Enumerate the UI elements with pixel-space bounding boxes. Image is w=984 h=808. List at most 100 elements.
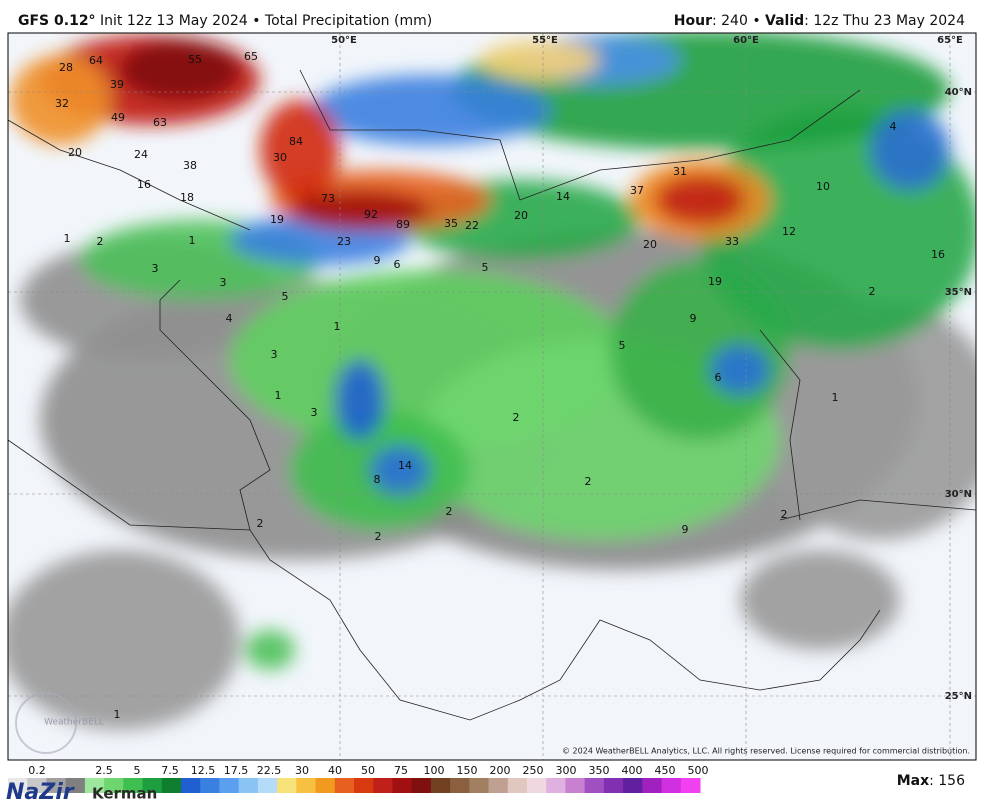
precip-value: 38	[183, 159, 197, 172]
colorbar-swatch	[65, 778, 86, 793]
copyright: © 2024 WeatherBELL Analytics, LLC. All r…	[562, 747, 970, 756]
hour-label: Hour	[674, 13, 712, 29]
colorbar-swatch	[354, 778, 374, 793]
watermark-ring	[15, 692, 77, 754]
precip-value: 9	[690, 312, 697, 325]
precip-value: 33	[725, 235, 739, 248]
max-label: Max	[897, 773, 929, 789]
colorbar-swatch	[84, 778, 105, 793]
precip-area	[260, 100, 340, 200]
colorbar-swatch	[373, 778, 393, 793]
colorbar-swatch	[469, 778, 490, 793]
colorbar-swatch	[200, 778, 220, 793]
header-valid: Hour: 240 • Valid: 12z Thu 23 May 2024	[674, 13, 965, 29]
logo-city: Kerman	[92, 785, 157, 803]
colorbar-swatch	[219, 778, 240, 793]
colorbar-swatch	[104, 778, 124, 793]
precip-value: 14	[556, 190, 570, 203]
precip-area	[710, 345, 770, 395]
graticule-label: 40°N	[945, 87, 972, 98]
colorbar-swatch	[450, 778, 470, 793]
colorbar-swatch	[623, 778, 643, 793]
legend-label: 100	[424, 764, 445, 777]
precip-value: 32	[55, 97, 69, 110]
run-info: Init 12z 13 May 2024 • Total Precipitati…	[100, 13, 432, 29]
precip-area	[370, 445, 430, 495]
precip-value: 1	[334, 320, 341, 333]
precip-value: 23	[337, 235, 351, 248]
precip-value: 14	[398, 459, 412, 472]
precip-value: 2	[781, 508, 788, 521]
colorbar-swatch	[257, 778, 278, 793]
precip-area	[740, 550, 900, 650]
colorbar-swatch	[161, 778, 182, 793]
precip-value: 37	[630, 184, 644, 197]
precip-value: 2	[513, 411, 520, 424]
graticule-label: 35°N	[945, 287, 972, 298]
precip-field	[8, 33, 976, 730]
graticule-label: 50°E	[331, 35, 357, 46]
legend-label: 400	[622, 764, 643, 777]
legend-label: 12.5	[191, 764, 216, 777]
precip-value: 6	[394, 258, 401, 271]
precip-area	[245, 630, 295, 670]
colorbar-swatch	[411, 778, 432, 793]
precip-value: 9	[682, 523, 689, 536]
colorbar-swatch	[507, 778, 528, 793]
precip-value: 5	[482, 261, 489, 274]
precip-value: 30	[273, 151, 287, 164]
precip-value: 20	[514, 209, 528, 222]
legend-label: 250	[523, 764, 544, 777]
model: GFS 0.12°	[18, 13, 96, 29]
precip-value: 10	[816, 180, 830, 193]
legend: 0.2 2.5 5 7.5 12.5 17.5 22.5 30 40 50 75 100 150 200 2…	[8, 764, 709, 793]
legend-label: 300	[556, 764, 577, 777]
colorbar-swatch	[546, 778, 566, 793]
precip-value: 20	[643, 238, 657, 251]
hour: : 240 •	[712, 13, 765, 29]
colorbar-swatch	[334, 778, 355, 793]
precip-value: 73	[321, 192, 335, 205]
legend-label: 200	[490, 764, 511, 777]
colorbar-swatch	[584, 778, 605, 793]
precip-value: 2	[446, 505, 453, 518]
precip-value: 24	[134, 148, 148, 161]
precip-value: 3	[271, 348, 278, 361]
logo-name: NaZir	[6, 780, 75, 805]
legend-label: 0.2	[28, 764, 46, 777]
legend-label: 30	[295, 764, 309, 777]
precip-value: 1	[832, 391, 839, 404]
valid-label: Valid	[765, 13, 804, 29]
precip-value: 8	[374, 473, 381, 486]
legend-label: 17.5	[224, 764, 249, 777]
precip-value: 84	[289, 135, 303, 148]
watermark: WeatherBELL	[44, 718, 104, 728]
precip-value: 1	[114, 708, 121, 721]
legend-label: 5	[134, 764, 141, 777]
colorbar-swatch	[181, 778, 201, 793]
precip-area	[760, 300, 976, 540]
precip-area	[10, 55, 110, 145]
precip-value: 9	[374, 254, 381, 267]
colorbar-swatch	[488, 778, 509, 793]
precip-value: 18	[180, 191, 194, 204]
precip-value: 92	[364, 208, 378, 221]
colorbar-swatch	[565, 778, 586, 793]
colorbar-swatch	[142, 778, 163, 793]
colorbar-swatch	[296, 778, 317, 793]
precip-value: 19	[270, 213, 284, 226]
precip-value: 49	[111, 111, 125, 124]
precip-value: 22	[465, 219, 479, 232]
precip-value: 3	[152, 262, 159, 275]
colorbar-swatch	[392, 778, 413, 793]
precip-value: 2	[869, 285, 876, 298]
precip-value: 2	[257, 517, 264, 530]
legend-label: 2.5	[95, 764, 113, 777]
precip-value: 1	[189, 234, 196, 247]
colorbar-swatch	[603, 778, 624, 793]
precip-value: 2	[585, 475, 592, 488]
precip-value: 16	[137, 178, 151, 191]
precip-value: 1	[275, 389, 282, 402]
